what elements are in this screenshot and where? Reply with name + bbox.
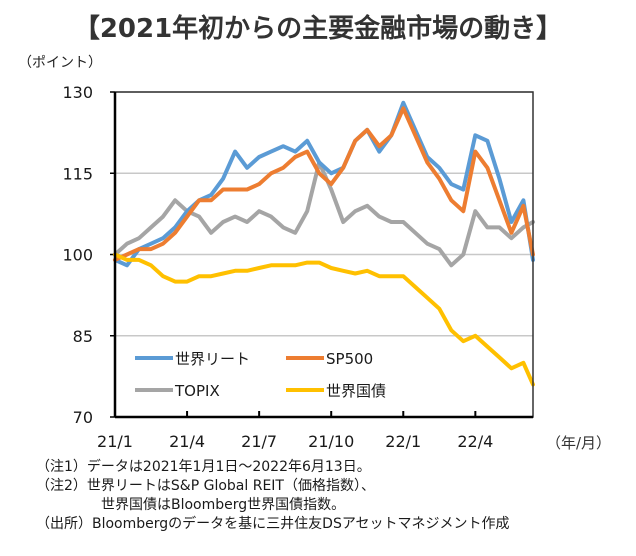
y-tick-label: 130 <box>62 83 93 102</box>
legend-label-0: 世界リート <box>175 350 250 368</box>
axes <box>113 91 534 419</box>
series-lines <box>113 100 535 387</box>
grid-lines <box>115 91 533 337</box>
legend: 世界リート SP500 TOPIX 世界国債 <box>135 350 386 400</box>
x-tick-label: 22/1 <box>385 432 421 451</box>
footnotes: （注1）データは2021年1月1日～2022年6月13日。 （注2）世界リートは… <box>36 458 510 534</box>
legend-label-2: TOPIX <box>174 382 220 400</box>
note-1: （注1）データは2021年1月1日～2022年6月13日。 <box>36 459 371 475</box>
y-axis-unit-label: （ポイント） <box>18 55 102 71</box>
x-tick-label: 21/7 <box>241 432 277 451</box>
y-tick-label: 100 <box>62 246 93 265</box>
series-line-0 <box>113 100 535 268</box>
x-axis-unit-label: （年/月） <box>546 434 612 452</box>
note-2-continued: 世界国債はBloomberg世界国債指数。 <box>101 497 346 513</box>
note-2: （注2）世界リートはS&P Global REIT（価格指数）、 <box>36 478 375 494</box>
x-axis-ticks: 21/1 21/4 21/7 21/10 22/1 22/4 <box>97 411 493 451</box>
y-tick-label: 115 <box>62 164 93 183</box>
x-tick-label: 22/4 <box>457 432 493 451</box>
series-line-1 <box>113 106 535 262</box>
x-tick-label: 21/4 <box>169 432 205 451</box>
source-note: （出所）Bloombergのデータを基に三井住友DSアセットマネジメント作成 <box>36 516 510 532</box>
legend-label-3: 世界国債 <box>326 382 386 400</box>
legend-label-1: SP500 <box>326 350 373 368</box>
series-line-3 <box>113 252 535 387</box>
chart-title: 【2021年初からの主要金融市場の動き】 <box>73 14 563 44</box>
x-tick-label: 21/1 <box>97 432 133 451</box>
y-axis-ticks: 70 85 100 115 130 <box>62 83 115 427</box>
x-tick-label: 21/10 <box>308 432 354 451</box>
y-tick-label: 70 <box>73 408 93 427</box>
series-line-2 <box>113 160 535 268</box>
y-tick-label: 85 <box>73 327 93 346</box>
